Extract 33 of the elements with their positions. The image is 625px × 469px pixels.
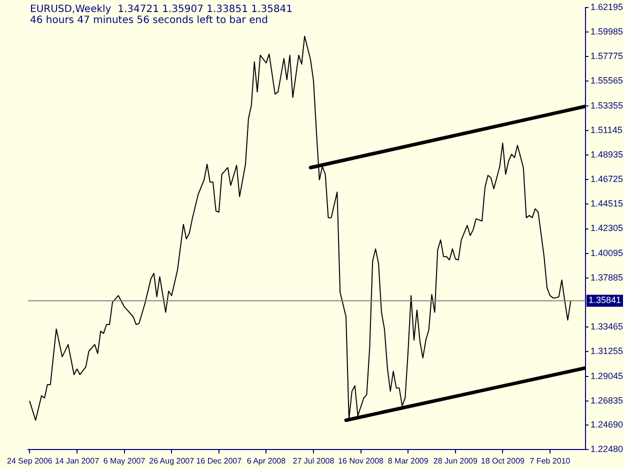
x-tick-label: 7 Feb 2010 bbox=[530, 456, 571, 466]
y-tick-label: 1.57775 bbox=[590, 51, 624, 62]
x-tick-label: 8 Mar 2009 bbox=[388, 456, 429, 466]
x-tick-label: 26 Aug 2007 bbox=[149, 456, 195, 466]
ref-line-label: 1.35841 bbox=[588, 295, 622, 306]
y-tick-label: 1.26835 bbox=[590, 395, 624, 406]
y-tick-label: 1.59985 bbox=[590, 26, 624, 36]
y-tick-label: 1.53355 bbox=[590, 100, 624, 110]
y-tick-label: 1.37885 bbox=[590, 272, 624, 282]
x-tick-label: 16 Nov 2008 bbox=[338, 456, 384, 466]
y-tick-label: 1.24690 bbox=[590, 419, 624, 430]
y-tick-label: 1.44515 bbox=[590, 198, 624, 209]
x-tick-label: 18 Oct 2009 bbox=[480, 456, 526, 466]
y-tick-label: 1.33465 bbox=[590, 322, 624, 332]
y-tick-label: 1.40095 bbox=[590, 248, 624, 258]
x-tick-label: 16 Dec 2007 bbox=[196, 456, 242, 466]
y-tick-label: 1.42305 bbox=[590, 223, 624, 234]
x-tick-label: 28 Jun 2009 bbox=[433, 456, 478, 466]
y-tick-label: 1.62195 bbox=[590, 2, 624, 12]
x-tick-label: 14 Jan 2007 bbox=[54, 456, 100, 466]
x-tick-label: 6 Apr 2008 bbox=[246, 456, 286, 466]
text: 46 hours 47 minutes 56 seconds left to bar end bbox=[30, 15, 268, 26]
x-tick-label: 27 Jul 2008 bbox=[292, 456, 335, 466]
y-tick-label: 1.29045 bbox=[590, 370, 624, 381]
y-tick-label: 1.22480 bbox=[590, 444, 624, 454]
y-tick-label: 1.46725 bbox=[590, 174, 624, 184]
x-tick-label: 6 May 2007 bbox=[103, 456, 146, 466]
chart-title: EURUSD,Weekly 1.34721 1.35907 1.33851 1.35841 bbox=[30, 4, 293, 15]
x-tick-label: 24 Sep 2006 bbox=[7, 456, 53, 466]
y-tick-label: 1.51145 bbox=[590, 124, 622, 135]
y-tick-label: 1.48935 bbox=[590, 149, 624, 160]
y-tick-label: 1.31255 bbox=[590, 346, 624, 356]
y-tick-label: 1.55565 bbox=[590, 76, 624, 86]
